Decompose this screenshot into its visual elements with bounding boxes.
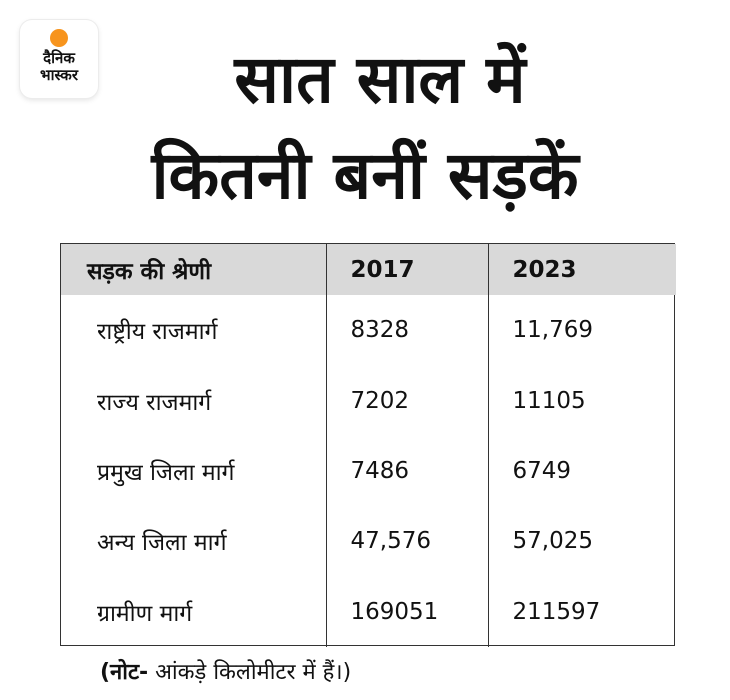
row-category: राष्ट्रीय राजमार्ग	[61, 295, 327, 366]
row-value-2017: 169051	[326, 576, 489, 647]
row-value-2023: 57,025	[512, 528, 593, 555]
table-row: राष्ट्रीय राजमार्ग 8328 11,769	[61, 295, 676, 366]
row-category: ग्रामीण मार्ग	[61, 576, 327, 647]
table-row: ग्रामीण मार्ग 169051 211597	[61, 576, 676, 647]
sun-icon	[50, 29, 68, 47]
brand-name-line1: दैनिक	[43, 49, 75, 67]
row-value-2023: 11,769	[512, 317, 593, 344]
header-2017: 2017	[326, 244, 489, 295]
row-value-2017: 7202	[326, 365, 489, 436]
headline-line1: सात साल में	[234, 41, 526, 118]
row-value-2023: 6749	[512, 457, 572, 484]
header-2023: 2023	[488, 244, 676, 295]
footnote-text: आंकड़े किलोमीटर में हैं।)	[148, 660, 352, 685]
headline-line2: कितनी बनीं सड़कें	[151, 137, 579, 214]
footnote-label: (नोट-	[100, 660, 149, 685]
row-value-2017: 8328	[326, 295, 489, 366]
header-category: सड़क की श्रेणी	[61, 244, 327, 295]
row-value-2023: 11105	[512, 387, 586, 414]
footnote: (नोट- आंकड़े किलोमीटर में हैं।)	[100, 657, 351, 689]
row-value-2017: 7486	[326, 435, 489, 507]
row-category: प्रमुख जिला मार्ग	[61, 435, 327, 507]
row-category: अन्य जिला मार्ग	[61, 506, 327, 577]
brand-logo: दैनिक भास्कर	[20, 20, 98, 98]
row-category: राज्य राजमार्ग	[61, 365, 327, 436]
roads-table: सड़क की श्रेणी 2017 2023 राष्ट्रीय राजमा…	[60, 243, 676, 647]
table-header-row: सड़क की श्रेणी 2017 2023	[61, 244, 676, 295]
row-value-2017: 47,576	[326, 506, 489, 577]
table-row: अन्य जिला मार्ग 47,576 57,025	[61, 506, 676, 577]
row-value-2023: 211597	[512, 598, 601, 625]
table-row: प्रमुख जिला मार्ग 7486 6749	[61, 435, 676, 507]
table-row: राज्य राजमार्ग 7202 11105	[61, 365, 676, 436]
brand-name-line2: भास्कर	[40, 66, 78, 84]
